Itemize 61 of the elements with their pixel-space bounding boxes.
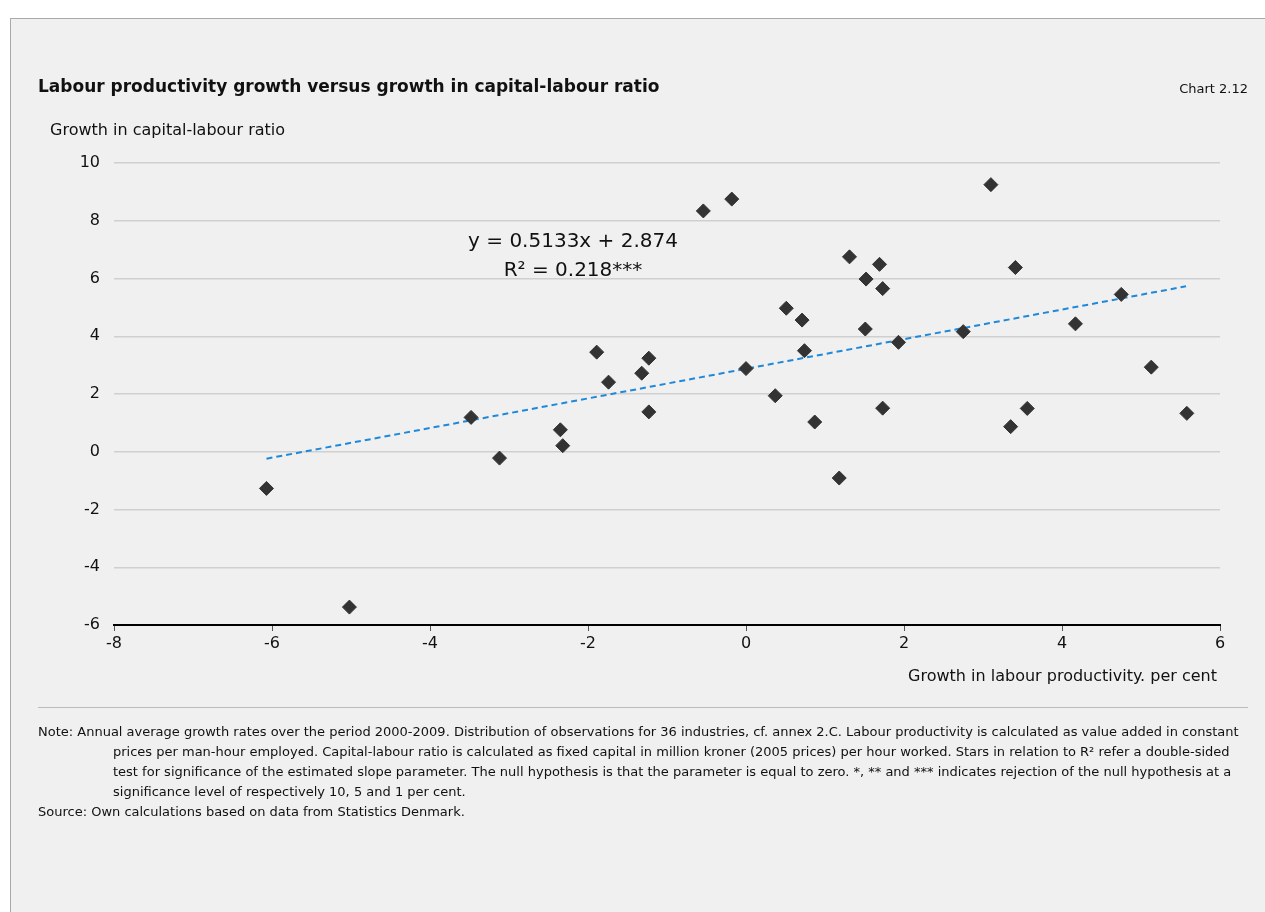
point — [875, 400, 891, 416]
point — [641, 350, 657, 366]
point — [767, 388, 783, 404]
point — [589, 344, 605, 360]
point — [955, 324, 971, 340]
point — [778, 300, 794, 316]
point — [857, 321, 873, 337]
point — [258, 480, 274, 496]
point — [1003, 419, 1019, 435]
point — [738, 361, 754, 377]
x-tick-label: -6 — [264, 632, 280, 652]
y-tick-label: -4 — [84, 556, 100, 576]
y-tick-label: -2 — [84, 498, 100, 518]
point — [841, 249, 857, 265]
y-tick-label: 6 — [89, 267, 100, 287]
point — [634, 365, 650, 381]
point — [1067, 316, 1083, 332]
y-tick-label: 10 — [79, 152, 100, 172]
x-axis-title: Growth in labour productivity. per cent — [908, 666, 1217, 685]
x-tick-label: 0 — [740, 632, 752, 652]
point — [492, 450, 508, 466]
y-tick-label: 8 — [89, 209, 100, 229]
text: Note: Annual average growth rates over the period 2000-2009. Distribution of observations for 36 industries, cf. annex 2.C. Labour productivity is calculated as value added in constant prices per man-hour employed. Capital-labour ratio is calculated as fixed capital in million kroner (2005 prices) per hour worked. Stars in relation to R² refer a double-sided test for significance of the estimated slope parameter. The null hypothesis is that the parameter is equal to zero. *, ** and *** indicates rejection of the null hypothesis at a significance level of respectively 10, 5 and 1 per cent. — [38, 723, 1240, 801]
point — [1007, 260, 1023, 276]
x-tick-label: 6 — [1214, 632, 1226, 652]
point — [796, 343, 812, 359]
y-axis-title: Growth in capital-labour ratio — [50, 120, 286, 139]
point — [1113, 286, 1129, 302]
x-tick-label: -4 — [422, 632, 438, 652]
x-tick-label: 2 — [898, 632, 910, 652]
point — [807, 414, 823, 430]
point — [724, 191, 740, 207]
point — [641, 404, 657, 420]
caption: Chart 2.12 — [1179, 81, 1248, 96]
x-tick-label: -2 — [580, 632, 596, 652]
point — [555, 438, 571, 454]
y-tick-label: 2 — [89, 383, 100, 403]
point — [695, 203, 711, 219]
point — [1019, 400, 1035, 416]
x-tick-label: 4 — [1056, 632, 1068, 652]
point — [341, 599, 357, 615]
point — [831, 470, 847, 486]
point — [794, 312, 810, 328]
chart-title: Labour productivity growth versus growth in capital-labour ratio — [38, 76, 660, 96]
annotation: R² = 0.218*** — [503, 256, 643, 281]
point — [1179, 405, 1195, 421]
point — [983, 177, 999, 193]
point — [1143, 359, 1159, 375]
point — [872, 256, 888, 272]
point — [463, 409, 479, 425]
source-note: Source: Own calculations based on data from Statistics Denmark. — [38, 803, 466, 821]
y-tick-label: -6 — [84, 614, 100, 634]
y-tick-label: 0 — [89, 440, 100, 460]
point — [890, 334, 906, 350]
point — [601, 374, 617, 390]
point — [552, 422, 568, 438]
point — [858, 271, 874, 287]
x-tick-label: -8 — [106, 632, 122, 652]
point — [875, 281, 891, 297]
annotation: y = 0.5133x + 2.874 — [468, 227, 678, 252]
y-tick-label: 4 — [89, 325, 100, 345]
